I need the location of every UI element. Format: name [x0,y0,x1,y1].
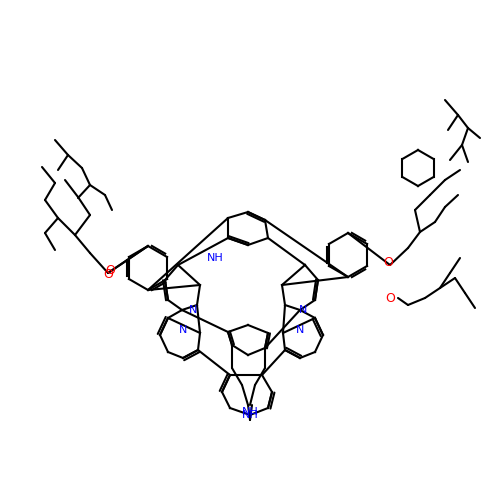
Text: O: O [385,292,395,304]
Text: O: O [105,264,115,278]
Text: NH: NH [206,253,224,263]
Text: N: N [299,305,307,315]
Text: NH: NH [242,410,258,420]
Text: N: N [296,325,304,335]
Text: O: O [383,256,393,270]
Text: NH: NH [242,407,258,417]
Text: N: N [179,325,187,335]
Text: O: O [103,268,113,281]
Text: N: N [189,305,197,315]
